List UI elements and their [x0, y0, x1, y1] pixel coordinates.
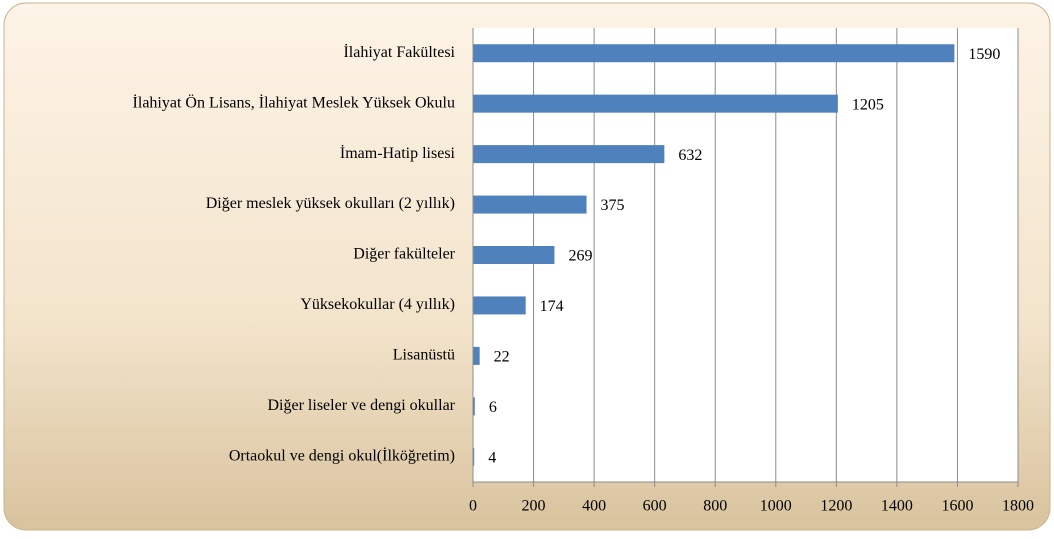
value-label: 4	[488, 449, 496, 466]
bar	[473, 246, 555, 264]
bar	[473, 145, 665, 164]
x-tick-label: 1400	[881, 498, 913, 515]
value-label: 375	[601, 197, 625, 214]
y-tick-label: Diğer fakülteler	[353, 246, 455, 263]
y-tick-label: Ortaokul ve dengi okul(İlköğretim)	[229, 446, 455, 464]
y-tick-label: Yüksekokullar (4 yıllık)	[300, 296, 455, 313]
bar	[473, 346, 480, 365]
y-tick-label: İmam-Hatip lisesi	[340, 144, 456, 162]
x-tick-label: 1200	[820, 498, 852, 515]
value-label: 632	[678, 147, 702, 164]
x-tick-label: 200	[522, 498, 546, 515]
value-label: 269	[568, 248, 592, 265]
bar	[473, 397, 475, 416]
bar	[473, 195, 587, 214]
x-tick-label: 400	[582, 498, 606, 515]
bar	[473, 94, 838, 113]
y-tick-label: Lisanüstü	[393, 347, 455, 364]
value-label: 174	[540, 298, 564, 315]
y-tick-label: Diğer liseler ve dengi okullar	[268, 397, 456, 414]
bar	[473, 44, 955, 63]
y-tick-label: İlahiyat Fakültesi	[343, 43, 455, 61]
value-label: 6	[489, 399, 497, 416]
x-tick-label: 0	[469, 498, 477, 515]
x-tick-label: 800	[703, 498, 727, 515]
y-tick-label: İlahiyat Ön Lisans, İlahiyat Meslek Yüks…	[133, 93, 455, 111]
value-label: 1205	[852, 96, 884, 113]
x-tick-label: 1600	[941, 498, 973, 515]
x-tick-label: 600	[643, 498, 667, 515]
bar	[473, 296, 526, 315]
value-label: 22	[494, 349, 510, 366]
y-tick-label: Diğer meslek yüksek okulları (2 yıllık)	[206, 195, 455, 212]
value-label: 1590	[968, 46, 1000, 63]
bar	[473, 447, 475, 466]
x-tick-label: 1000	[760, 498, 792, 515]
x-tick-label: 1800	[1002, 498, 1034, 515]
